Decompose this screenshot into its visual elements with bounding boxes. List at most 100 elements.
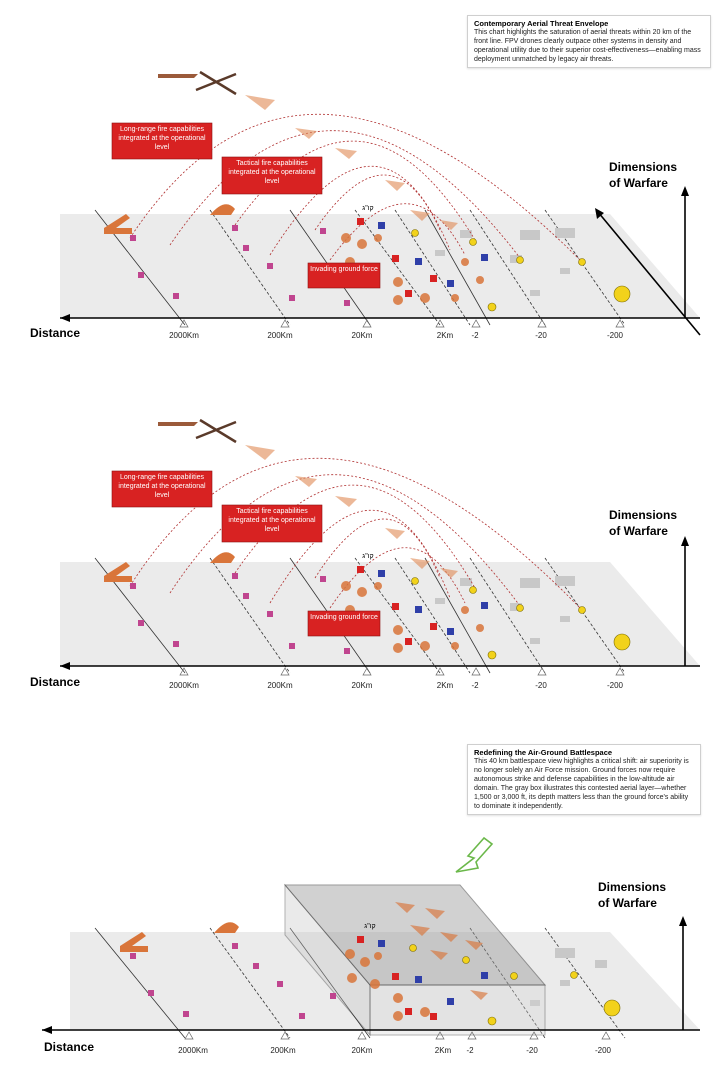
tick-label: -200: [607, 331, 624, 340]
drone-icon: [385, 180, 405, 191]
hebrew-label: קו"ג: [364, 923, 375, 930]
tick-label: 2Km: [435, 1046, 452, 1055]
tick-label: 20Km: [352, 331, 373, 340]
enemy-markers: [378, 222, 488, 287]
distance-lines: [94, 927, 626, 1039]
drone-icon: [410, 558, 430, 569]
aerial-units: [245, 445, 458, 578]
artillery-icon: [210, 552, 235, 563]
tick-label: -200: [595, 1046, 612, 1055]
note-title: Redefining the Air-Ground Battlespace: [474, 748, 613, 757]
tick-markers: [179, 319, 625, 328]
y-axis-arrow: [679, 916, 687, 926]
y-axis-label: of Warfare: [609, 176, 668, 190]
drone-icon: [425, 908, 445, 919]
z-axis: [597, 211, 701, 336]
tick-label: -200: [607, 681, 624, 690]
panel-1-diagram: 2000Km 200Km 20Km 2Km -2 -20 -200 Distan…: [30, 70, 701, 340]
rocket-launcher-icon: [104, 562, 132, 582]
y-axis-label: Dimensions: [609, 508, 677, 522]
panel-2-diagram: 2000Km 200Km 20Km 2Km -2 -20 -200 Distan…: [30, 418, 700, 690]
tick-labels: 2000Km 200Km 20Km 2Km -2 -20 -200: [169, 681, 623, 690]
enemy-markers: [378, 940, 488, 1005]
y-axis-label: of Warfare: [598, 896, 657, 910]
jet-icon: [245, 445, 275, 460]
artillery-icon: [214, 922, 239, 933]
drone-icon: [440, 568, 458, 578]
tick-label: -2: [471, 681, 479, 690]
enemy-markers: [378, 570, 488, 635]
tick-markers: [184, 1031, 611, 1040]
tick-labels: 2000Km 200Km 20Km 2Km -2 -20 -200: [169, 331, 623, 340]
tick-label: 2Km: [437, 681, 454, 690]
x-axis-arrow: [60, 662, 70, 670]
hostile-markers: [357, 566, 437, 645]
callout-tactical: Tactical fire capabilities integrated at…: [221, 156, 323, 195]
callout-text: Invading ground force: [310, 266, 378, 273]
tick-label: 2Km: [437, 331, 454, 340]
terrain-blocks: [530, 948, 607, 1006]
tick-labels: 2000Km 200Km 20Km 2Km -2 -20 -200: [178, 1046, 611, 1055]
drone-icon: [465, 940, 483, 950]
note-body: This 40 km battlespace view highlights a…: [474, 758, 689, 810]
z-axis-arrow: [595, 208, 604, 219]
aerial-units: [395, 902, 488, 1000]
tick-label: 2000Km: [169, 331, 199, 340]
tick-label: -20: [526, 1046, 538, 1055]
callout-text: Long-range fire capabilities integrated …: [118, 126, 206, 151]
y-axis-label: Dimensions: [598, 880, 666, 894]
note-box-aerial-threat: Contemporary Aerial Threat Envelope This…: [467, 15, 711, 68]
callout-text: Long-range fire capabilities integrated …: [118, 474, 206, 499]
callout-text: Tactical fire capabilities integrated at…: [228, 508, 316, 533]
note-title: Contemporary Aerial Threat Envelope: [474, 19, 609, 28]
panel-aerial-threat-envelope: 2000Km 200Km 20Km 2Km -2 -20 -200 Distan…: [0, 0, 722, 350]
tick-label: 20Km: [352, 1046, 373, 1055]
x-axis-label: Distance: [44, 1040, 94, 1054]
drone-icon: [410, 210, 430, 221]
y-axis-label: of Warfare: [609, 524, 668, 538]
jet-icon: [335, 148, 357, 159]
jet-icon: [295, 128, 317, 139]
artillery-icon: [210, 204, 235, 215]
tick-label: -20: [535, 331, 547, 340]
x-axis-label: Distance: [30, 675, 80, 689]
tick-label: 200Km: [267, 331, 293, 340]
panel-3-diagram: 2000Km 200Km 20Km 2Km -2 -20 -200 Distan…: [42, 836, 700, 1055]
ground-plane: [70, 932, 700, 1030]
ground-units: [345, 949, 430, 1021]
tick-label: 200Km: [270, 1046, 296, 1055]
threat-markers: [409, 944, 621, 1026]
tick-label: 20Km: [352, 681, 373, 690]
distance-lines: [94, 209, 626, 326]
tick-label: 200Km: [267, 681, 293, 690]
note-box-air-ground: Redefining the Air-Ground Battlespace Th…: [467, 744, 701, 815]
helicopter-icon: [195, 418, 237, 444]
friendly-markers: [130, 943, 336, 1019]
drone-icon: [470, 990, 488, 1000]
y-axis-arrow: [681, 186, 689, 196]
terrain-blocks: [435, 576, 575, 644]
x-axis-label: Distance: [30, 326, 80, 340]
threat-markers: [411, 229, 631, 312]
callout-text: Tactical fire capabilities integrated at…: [228, 160, 316, 185]
callout-tactical: Tactical fire capabilities integrated at…: [221, 504, 323, 543]
callout-long-range: Long-range fire capabilities integrated …: [111, 122, 213, 160]
hebrew-label: קו"ג: [362, 205, 373, 212]
y-axis-label: Dimensions: [609, 160, 677, 174]
jet-icon: [295, 476, 317, 487]
contested-air-layer-box: [283, 883, 547, 1037]
panel-air-ground-battlespace: 2000Km 200Km 20Km 2Km -2 -20 -200 Distan…: [0, 700, 722, 1074]
rocket-launcher-icon: [104, 214, 132, 234]
callout-ground-force: Invading ground force: [307, 262, 381, 289]
tick-label: 2000Km: [178, 1046, 208, 1055]
tick-label: -2: [471, 331, 479, 340]
drone-icon: [410, 925, 430, 936]
drone-icon: [440, 932, 458, 942]
callout-text: Invading ground force: [310, 614, 378, 621]
drone-icon: [395, 902, 415, 913]
rocket-icon: [158, 422, 198, 426]
y-axis-arrow: [681, 536, 689, 546]
drone-icon: [430, 950, 448, 960]
drone-icon: [385, 528, 405, 539]
callout-long-range: Long-range fire capabilities integrated …: [111, 470, 213, 508]
